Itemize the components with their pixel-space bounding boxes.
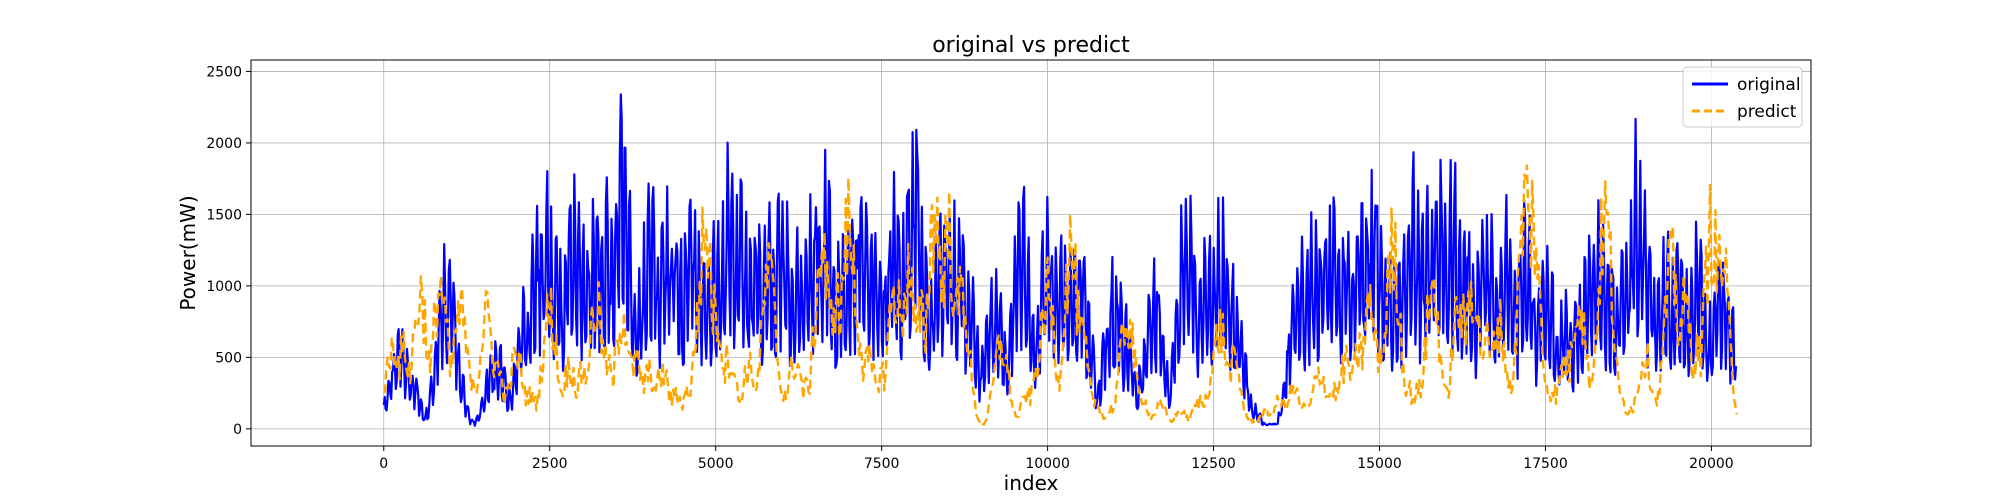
legend: original predict	[1682, 66, 1803, 128]
x-tick-label: 7500	[864, 456, 900, 472]
y-tick-label: 0	[233, 422, 242, 438]
legend-label-original: original	[1737, 75, 1801, 95]
x-tick-label: 17500	[1523, 456, 1568, 472]
x-tick-label: 12500	[1191, 456, 1236, 472]
series-line-predict	[382, 164, 1738, 426]
plot-area	[382, 93, 1738, 427]
ticks: 0 2500 5000 7500 10000 12500 15000 17500 20000 0 5…	[206, 64, 1733, 472]
y-tick-label: 2500	[206, 64, 242, 80]
y-tick-label: 1000	[206, 279, 242, 295]
y-tick-label: 1500	[206, 207, 242, 223]
x-tick-label: 5000	[698, 456, 734, 472]
y-tick-label: 2000	[206, 136, 242, 152]
x-tick-label: 2500	[532, 456, 568, 472]
x-tick-label: 15000	[1357, 456, 1402, 472]
chart-title: original vs predict	[932, 33, 1130, 58]
x-tick-label: 0	[379, 456, 388, 472]
y-tick-label: 500	[215, 350, 242, 366]
series-line-original	[382, 93, 1738, 427]
x-axis-label: index	[1004, 471, 1059, 495]
axes-frame	[250, 59, 1812, 447]
legend-box	[1682, 66, 1803, 128]
x-tick-label: 10000	[1025, 456, 1070, 472]
x-tick-label: 20000	[1689, 456, 1734, 472]
y-axis-label: Power(mW)	[176, 195, 200, 310]
legend-label-predict: predict	[1737, 102, 1797, 122]
